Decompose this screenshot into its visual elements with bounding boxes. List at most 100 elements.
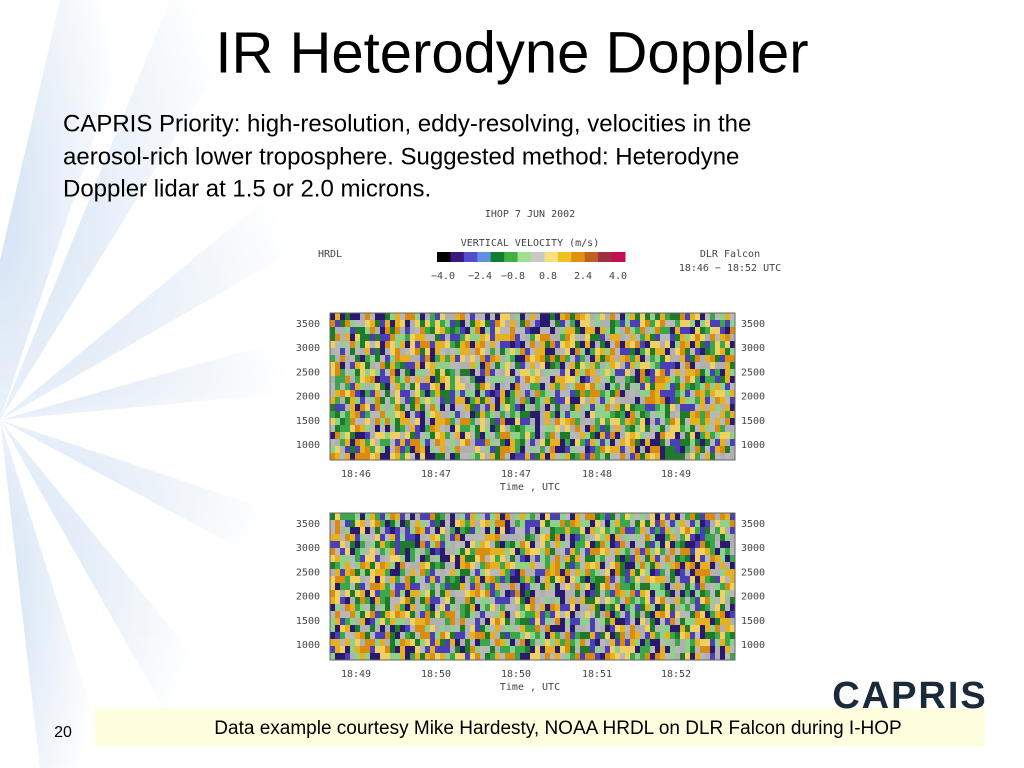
heatmap-cell bbox=[330, 376, 336, 384]
heatmap-cell bbox=[485, 425, 491, 433]
heatmap-cell bbox=[610, 555, 616, 563]
heatmap-cell bbox=[730, 320, 736, 328]
heatmap-cell bbox=[625, 355, 631, 363]
heatmap-cell bbox=[705, 639, 711, 647]
heatmap-cell bbox=[600, 513, 606, 521]
heatmap-cell bbox=[595, 348, 601, 356]
heatmap-cell bbox=[685, 597, 691, 605]
heatmap-cell bbox=[520, 653, 526, 661]
heatmap-cell bbox=[640, 334, 646, 342]
heatmap-cell bbox=[580, 334, 586, 342]
heatmap-cell bbox=[730, 541, 736, 549]
heatmap-cell bbox=[480, 625, 486, 633]
heatmap-cell bbox=[595, 418, 601, 426]
heatmap-cell bbox=[380, 576, 386, 584]
heatmap-cell bbox=[480, 513, 486, 521]
heatmap-cell bbox=[630, 618, 636, 626]
heatmap-cell bbox=[435, 569, 441, 577]
heatmap-cell bbox=[660, 604, 666, 612]
heatmap-cell bbox=[405, 534, 411, 542]
heatmap-cell bbox=[425, 327, 431, 335]
heatmap-cell bbox=[525, 439, 531, 447]
heatmap-cell bbox=[695, 383, 701, 391]
heatmap-cell bbox=[395, 369, 401, 377]
heatmap-cell bbox=[485, 632, 491, 640]
heatmap-cell bbox=[460, 646, 466, 654]
heatmap-cell bbox=[560, 376, 566, 384]
heatmap-cell bbox=[670, 541, 676, 549]
heatmap-cell bbox=[415, 418, 421, 426]
heatmap-cell bbox=[700, 348, 706, 356]
heatmap-cell bbox=[675, 597, 681, 605]
heatmap-cell bbox=[470, 383, 476, 391]
heatmap-cell bbox=[475, 383, 481, 391]
heatmap-cell bbox=[565, 376, 571, 384]
heatmap-cell bbox=[440, 555, 446, 563]
heatmap-cell bbox=[635, 653, 641, 661]
heatmap-cell bbox=[395, 618, 401, 626]
heatmap-cell bbox=[355, 562, 361, 570]
heatmap-cell bbox=[435, 639, 441, 647]
heatmap-cell bbox=[605, 432, 611, 440]
y-tick-label: 1000 bbox=[296, 640, 320, 651]
heatmap-cell bbox=[465, 632, 471, 640]
heatmap-cell bbox=[405, 604, 411, 612]
heatmap-cell bbox=[540, 348, 546, 356]
heatmap-cell bbox=[455, 625, 461, 633]
heatmap-cell bbox=[725, 418, 731, 426]
heatmap-cell bbox=[565, 583, 571, 591]
heatmap-cell bbox=[645, 639, 651, 647]
heatmap-cell bbox=[440, 404, 446, 412]
heatmap-cell bbox=[470, 646, 476, 654]
heatmap-cell bbox=[660, 432, 666, 440]
heatmap-cell bbox=[350, 576, 356, 584]
heatmap-cell bbox=[370, 541, 376, 549]
heatmap-cell bbox=[390, 527, 396, 535]
heatmap-cell bbox=[560, 439, 566, 447]
heatmap-cell bbox=[540, 425, 546, 433]
heatmap-cell bbox=[655, 520, 661, 528]
heatmap-cell bbox=[580, 376, 586, 384]
heatmap-cell bbox=[495, 418, 501, 426]
heatmap-cell bbox=[390, 583, 396, 591]
heatmap-cell bbox=[340, 376, 346, 384]
heatmap-cell bbox=[520, 583, 526, 591]
heatmap-cell bbox=[730, 355, 736, 363]
heatmap-cell bbox=[400, 625, 406, 633]
heatmap-cell bbox=[595, 653, 601, 661]
heatmap-cell bbox=[485, 313, 491, 321]
colorbar-swatch bbox=[531, 252, 545, 262]
heatmap-cell bbox=[695, 639, 701, 647]
heatmap-cell bbox=[525, 327, 531, 335]
heatmap-cell bbox=[635, 632, 641, 640]
heatmap-cell bbox=[425, 439, 431, 447]
time-range: 18:46 − 18:52 UTC bbox=[679, 263, 781, 274]
heatmap-cell bbox=[495, 348, 501, 356]
heatmap-cell bbox=[440, 418, 446, 426]
heatmap-cell bbox=[395, 327, 401, 335]
heatmap-cell bbox=[415, 555, 421, 563]
heatmap-cell bbox=[335, 446, 341, 454]
heatmap-cell bbox=[715, 541, 721, 549]
heatmap-cell bbox=[695, 362, 701, 370]
heatmap-cell bbox=[395, 604, 401, 612]
heatmap-cell bbox=[615, 446, 621, 454]
heatmap-cell bbox=[395, 527, 401, 535]
heatmap-cell bbox=[565, 520, 571, 528]
heatmap-cell bbox=[495, 597, 501, 605]
heatmap-cell bbox=[555, 453, 561, 461]
heatmap-cell bbox=[700, 404, 706, 412]
heatmap-cell bbox=[350, 541, 356, 549]
heatmap-cell bbox=[680, 625, 686, 633]
heatmap-cell bbox=[525, 548, 531, 556]
heatmap-cell bbox=[540, 520, 546, 528]
heatmap-cell bbox=[475, 639, 481, 647]
y-tick-label-right: 2000 bbox=[741, 592, 765, 603]
heatmap-cell bbox=[355, 653, 361, 661]
heatmap-cell bbox=[555, 418, 561, 426]
heatmap-cell bbox=[545, 625, 551, 633]
heatmap-cell bbox=[595, 362, 601, 370]
heatmap-cell bbox=[465, 569, 471, 577]
heatmap-cell bbox=[560, 446, 566, 454]
slide-number: 20 bbox=[54, 724, 72, 741]
